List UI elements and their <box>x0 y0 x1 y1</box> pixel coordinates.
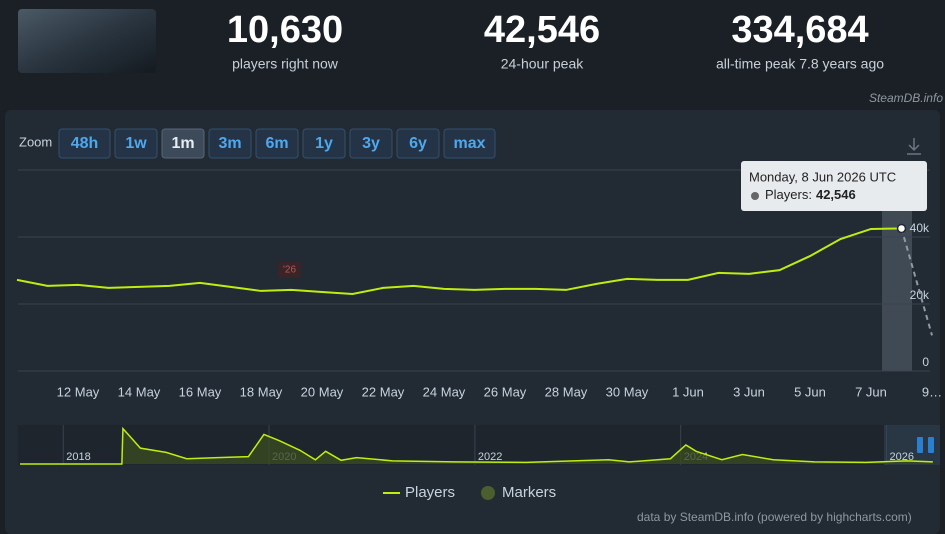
zoom-button-label: 48h <box>71 135 99 152</box>
zoom-button-bg <box>114 128 158 159</box>
zoom-button-bg <box>255 128 299 159</box>
download-glyph <box>907 138 921 155</box>
marker-label: '26 <box>283 265 296 276</box>
zoom-button-label: 6y <box>409 135 427 152</box>
x-tick-label: 20 May <box>301 384 344 399</box>
navigator-handle[interactable] <box>917 437 923 453</box>
y-tick-label: 40k <box>910 221 930 235</box>
zoom-button-bg <box>349 128 393 159</box>
credit: data by SteamDB.info (powered by highcha… <box>637 510 912 524</box>
legend: Players Markers <box>383 484 556 501</box>
zoom-button-label: 1w <box>125 135 147 152</box>
stat-label: players right now <box>232 56 339 72</box>
zoom-button-label: 1m <box>171 135 194 152</box>
x-tick-label: 28 May <box>545 384 588 399</box>
y-tick-label: 20k <box>910 288 930 302</box>
tooltip-label: Players: <box>765 187 812 202</box>
zoom-button-bg <box>161 128 205 159</box>
tooltip-bg <box>741 161 927 211</box>
zoom-button[interactable]: 6m <box>255 128 299 159</box>
zoom-button[interactable]: 1y <box>302 128 346 159</box>
x-tick-label: 22 May <box>362 384 405 399</box>
navigator-handle[interactable] <box>928 437 934 453</box>
tooltip: Monday, 8 Jun 2026 UTC Players: 42,546 <box>741 161 927 211</box>
zoom-button-label: max <box>453 135 485 152</box>
x-tick-label: 12 May <box>57 384 100 399</box>
zoom-button-label: 3m <box>218 135 241 152</box>
navigator-tick-label: 2026 <box>890 451 914 463</box>
x-tick-label: 7 Jun <box>855 384 887 399</box>
hover-point <box>896 223 907 234</box>
stat-value: 10,630 <box>227 9 343 51</box>
tooltip-title: Monday, 8 Jun 2026 UTC <box>749 169 896 184</box>
zoom-button[interactable]: max <box>443 128 496 159</box>
zoom-button[interactable]: 6y <box>396 128 440 159</box>
zoom-button-label: 6m <box>265 135 288 152</box>
x-tick-label: 5 Jun <box>794 384 826 399</box>
tooltip-dot <box>751 192 759 200</box>
stat-label: all-time peak 7.8 years ago <box>716 56 884 72</box>
legend-label: Players <box>405 484 455 501</box>
x-tick-label: 14 May <box>118 384 161 399</box>
navigator-area <box>20 428 933 464</box>
zoom-label: Zoom <box>19 134 52 149</box>
stat-label: 24-hour peak <box>501 56 585 72</box>
legend-item[interactable]: Players <box>383 484 455 501</box>
zoom-button-label: 1y <box>315 135 333 152</box>
x-tick-label: 3 Jun <box>733 384 765 399</box>
x-tick-label: 9… <box>922 384 942 399</box>
zoom-button-bg <box>208 128 252 159</box>
download-icon[interactable] <box>907 138 921 155</box>
tooltip-value: 42,546 <box>816 187 856 202</box>
line-partial <box>900 228 933 336</box>
watermark: SteamDB.info <box>869 91 943 105</box>
zoom-button-bg <box>58 128 111 159</box>
zoom-button-bg <box>443 128 496 159</box>
zoom-button[interactable]: 1m <box>161 128 205 159</box>
zoom-button[interactable]: 3m <box>208 128 252 159</box>
stat-value: 42,546 <box>484 9 600 51</box>
navigator-tick-label: 2018 <box>66 451 90 463</box>
x-tick-label: 26 May <box>484 384 527 399</box>
zoom-button[interactable]: 1w <box>114 128 158 159</box>
stat-value: 334,684 <box>731 9 868 51</box>
hover-band <box>882 180 912 371</box>
tooltip-text: Players: 42,546 <box>765 187 856 202</box>
x-tick-label: 16 May <box>179 384 222 399</box>
legend-swatch <box>481 486 495 500</box>
legend-label: Markers <box>502 484 556 501</box>
zoom-button-bg <box>302 128 346 159</box>
x-tick-label: 30 May <box>606 384 649 399</box>
legend-item[interactable]: Markers <box>481 484 556 501</box>
x-tick-label: 18 May <box>240 384 283 399</box>
marker-flag <box>278 262 301 278</box>
navigator-line <box>20 426 933 465</box>
y-tick-label: 0 <box>922 355 929 369</box>
zoom-button-bg <box>396 128 440 159</box>
x-tick-label: 24 May <box>423 384 466 399</box>
x-tick-label: 1 Jun <box>672 384 704 399</box>
game-cover <box>18 9 156 73</box>
zoom-button-label: 3y <box>362 135 380 152</box>
navigator-tick-label: 2022 <box>478 451 502 463</box>
zoom-button[interactable]: 48h <box>58 128 111 159</box>
line <box>16 227 902 295</box>
zoom-button[interactable]: 3y <box>349 128 393 159</box>
